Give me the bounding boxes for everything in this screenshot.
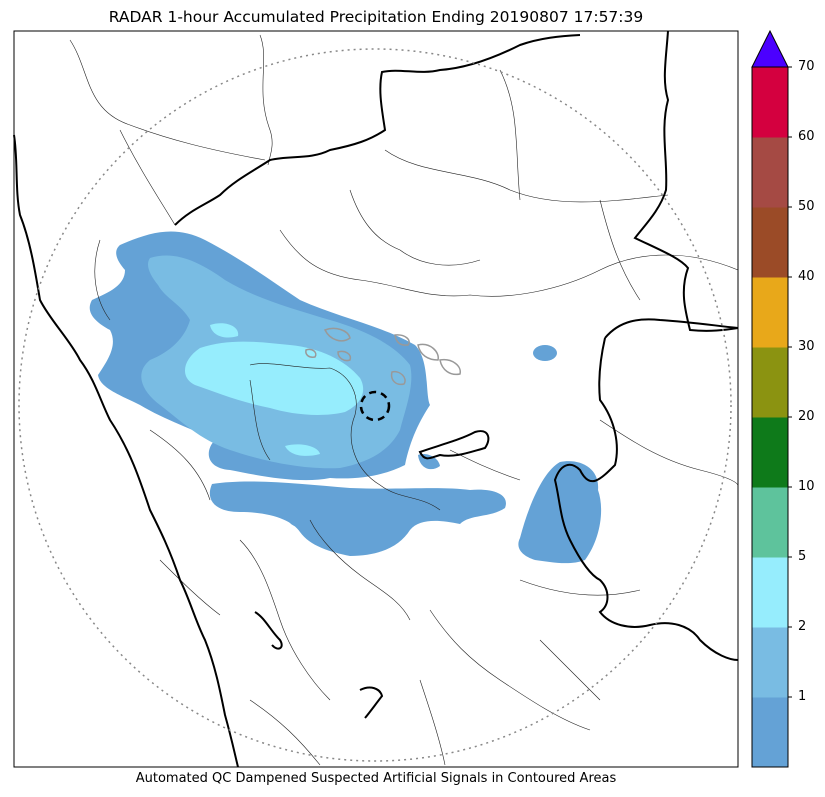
- colorbar-segment: [752, 207, 788, 278]
- colorbar-tick-label: 5: [798, 549, 807, 564]
- colorbar-segment: [752, 627, 788, 698]
- rain-area-small-east: [533, 345, 557, 361]
- colorbar-tick-label: 50: [798, 199, 815, 214]
- colorbar-tick-label: 70: [798, 59, 815, 74]
- colorbar-tick-label: 40: [798, 269, 815, 284]
- colorbar-segment: [752, 347, 788, 418]
- colorbar-segment: [752, 697, 788, 768]
- rain-area-east-band: [209, 481, 506, 556]
- rain-area-southeast: [518, 461, 602, 564]
- qc-contours: [305, 327, 461, 386]
- qc-caption: Automated QC Dampened Suspected Artifici…: [135, 771, 617, 786]
- state-boundaries: [13, 30, 739, 768]
- map-title: RADAR 1-hour Accumulated Precipitation E…: [108, 8, 644, 26]
- colorbar-tick-label: 60: [798, 129, 815, 144]
- colorbar-segment: [752, 557, 788, 628]
- colorbar-tick-label: 1: [798, 689, 807, 704]
- rain-area-small-south: [288, 509, 312, 527]
- colorbar-segments: [752, 67, 788, 768]
- colorbar-segment: [752, 487, 788, 558]
- colorbar-extend-arrow: [751, 29, 789, 68]
- district-boundaries: [69, 34, 739, 766]
- colorbar-segment: [752, 67, 788, 138]
- colorbar-segment: [752, 137, 788, 208]
- colorbar-segment: [752, 417, 788, 488]
- colorbar-ticks: [788, 66, 792, 698]
- colorbar-segment: [752, 277, 788, 348]
- radar-site-marker: [359, 390, 391, 422]
- rain-core-bright: [184, 341, 364, 415]
- colorbar-tick-label: 2: [798, 619, 807, 634]
- colorbar-tick-label: 30: [798, 339, 815, 354]
- radar-range-ring: [18, 48, 732, 762]
- colorbar-tick-label: 20: [798, 409, 815, 424]
- colorbar-tick-label: 10: [798, 479, 815, 494]
